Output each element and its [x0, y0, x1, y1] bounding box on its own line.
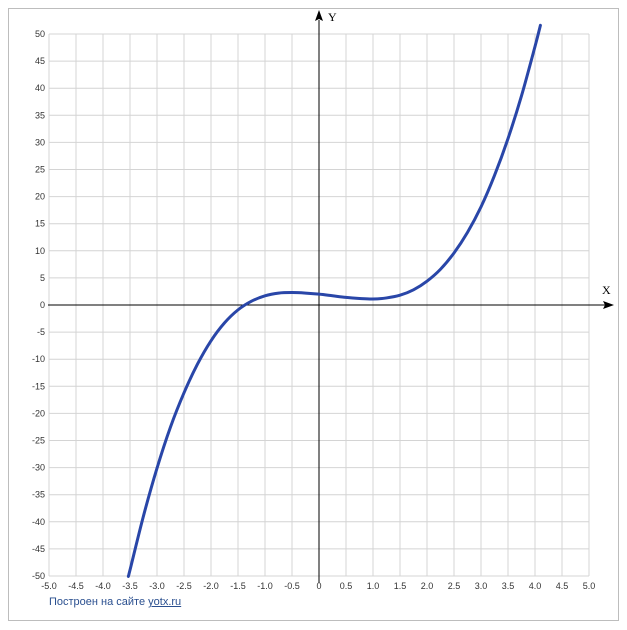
x-tick-label: 2.5 — [448, 581, 461, 591]
x-tick-label: -4.5 — [68, 581, 84, 591]
axes: X Y — [48, 10, 614, 583]
x-tick-label: 4.0 — [529, 581, 542, 591]
y-tick-label: -15 — [32, 381, 45, 391]
y-tick-label: 0 — [40, 300, 45, 310]
x-tick-label: -3.5 — [122, 581, 138, 591]
credit-text: Построен на сайте — [49, 596, 146, 608]
credit-line: Построен на сайте yotx.ru — [49, 596, 181, 608]
x-tick-label: -1.5 — [230, 581, 246, 591]
y-tick-label: 50 — [35, 29, 45, 39]
x-tick-label: -1.0 — [257, 581, 273, 591]
y-tick-label: -10 — [32, 354, 45, 364]
x-tick-label: 3.5 — [502, 581, 515, 591]
y-tick-label: 30 — [35, 137, 45, 147]
y-tick-label: 20 — [35, 192, 45, 202]
x-tick-label: -4.0 — [95, 581, 111, 591]
y-tick-label: 35 — [35, 110, 45, 120]
x-tick-label: -2.0 — [203, 581, 219, 591]
y-axis-label: Y — [328, 10, 337, 24]
x-tick-label: 1.0 — [367, 581, 380, 591]
y-tick-label: 15 — [35, 219, 45, 229]
y-tick-label: 10 — [35, 246, 45, 256]
y-tick-label: -20 — [32, 408, 45, 418]
series — [126, 23, 542, 578]
x-tick-label: -3.0 — [149, 581, 165, 591]
x-axis-label: X — [602, 283, 611, 297]
y-tick-label: 5 — [40, 273, 45, 283]
credit-link[interactable]: yotx.ru — [148, 596, 182, 608]
y-tick-label: 40 — [35, 83, 45, 93]
x-tick-label: -5.0 — [41, 581, 57, 591]
x-tick-label: 0 — [316, 581, 321, 591]
y-tick-label: -25 — [32, 436, 45, 446]
y-tick-label: -50 — [32, 571, 45, 581]
series-line — [126, 23, 542, 578]
y-tick-label: -45 — [32, 544, 45, 554]
y-tick-label: 25 — [35, 165, 45, 175]
y-tick-label: 45 — [35, 56, 45, 66]
x-tick-label: -2.5 — [176, 581, 192, 591]
y-tick-label: -5 — [37, 327, 45, 337]
x-axis-arrow — [603, 301, 614, 309]
x-tick-label: -0.5 — [284, 581, 300, 591]
y-tick-label: -40 — [32, 517, 45, 527]
x-tick-label: 2.0 — [421, 581, 434, 591]
y-tick-label: -35 — [32, 490, 45, 500]
x-tick-label: 3.0 — [475, 581, 488, 591]
x-tick-label: 1.5 — [394, 581, 407, 591]
x-tick-label: 5.0 — [583, 581, 596, 591]
tick-labels: -5.0 -4.5 -4.0 -3.5 -3.0 -2.5 -2.0 -1.5 -1.0 -0.5… — [32, 29, 595, 591]
x-tick-label: 4.5 — [556, 581, 569, 591]
y-axis-arrow — [315, 10, 323, 21]
y-tick-label: -30 — [32, 463, 45, 473]
x-tick-label: 0.5 — [340, 581, 353, 591]
